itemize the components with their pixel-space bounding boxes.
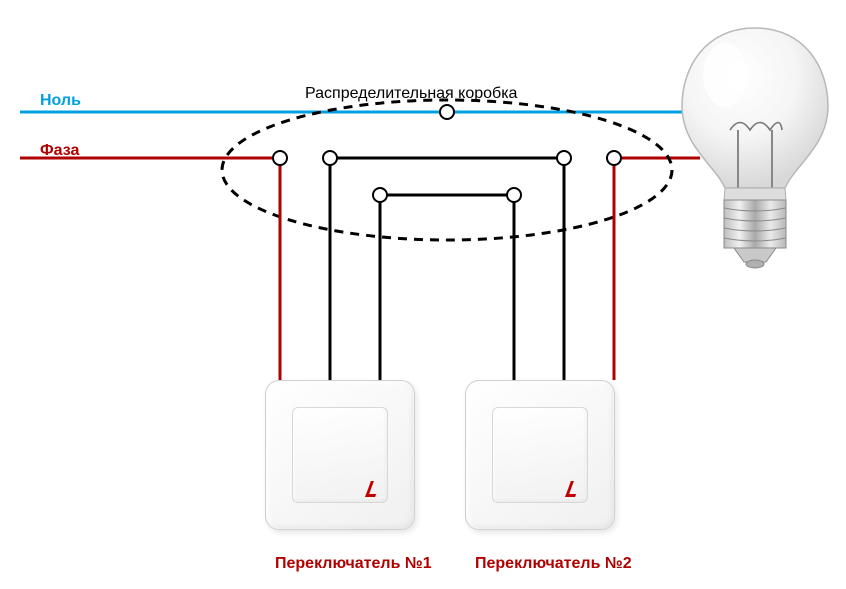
switch-2 [465, 380, 615, 530]
neutral-label: Ноль [40, 92, 81, 110]
light-bulb-icon [670, 20, 840, 270]
switch-1 [265, 380, 415, 530]
switch-1-label: Переключатель №1 [275, 555, 432, 573]
phase-label: Фаза [40, 142, 79, 160]
junction-box-label: Распределительная коробка [305, 85, 517, 103]
switch-2-indicator-icon [565, 481, 581, 497]
switch-2-label: Переключатель №2 [475, 555, 632, 573]
switch-1-indicator-icon [365, 481, 381, 497]
